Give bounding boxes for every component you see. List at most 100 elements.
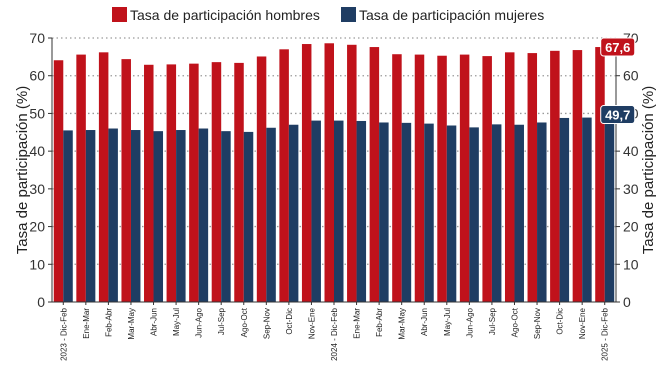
y-tick-label-left: 60 bbox=[29, 68, 45, 84]
bar-mujeres bbox=[266, 127, 276, 302]
value-badge-label: 49,7 bbox=[605, 108, 630, 123]
bar-hombres bbox=[234, 62, 244, 302]
bar-hombres bbox=[144, 64, 154, 302]
y-tick-label-left: 50 bbox=[29, 105, 45, 121]
bar-hombres bbox=[189, 63, 199, 302]
bar-mujeres bbox=[491, 124, 502, 302]
value-badges: 67,6 49,7 bbox=[600, 37, 636, 125]
value-badge bbox=[600, 105, 636, 125]
y-tick-label-right: 0 bbox=[623, 294, 631, 310]
y-tick-label-right: 20 bbox=[623, 219, 639, 235]
x-tick-label: Mar-May bbox=[127, 308, 136, 340]
x-tick-label: Jul-Sep bbox=[217, 307, 226, 335]
bar-hombres bbox=[437, 55, 447, 303]
bar-mujeres bbox=[356, 120, 367, 302]
bar-hombres bbox=[347, 44, 357, 302]
axes bbox=[48, 37, 620, 305]
bar-mujeres bbox=[401, 122, 412, 302]
bar-mujeres bbox=[446, 125, 457, 302]
y-tick-label-left: 40 bbox=[29, 143, 45, 159]
x-tick-label: Abr-Jun bbox=[420, 308, 429, 336]
bar-mujeres bbox=[311, 120, 321, 302]
bar-mujeres bbox=[469, 127, 479, 302]
bar-mujeres bbox=[63, 130, 73, 302]
x-tick-label: Feb-Abr bbox=[375, 308, 384, 337]
y-axis-title-right: Tasa de participación (%) bbox=[640, 86, 657, 254]
bar-mujeres bbox=[176, 130, 186, 302]
x-tick-label: May-Jul bbox=[172, 308, 181, 336]
legend: Tasa de participación hombres Tasa de pa… bbox=[112, 7, 544, 23]
bar-mujeres bbox=[537, 122, 547, 302]
y-tick-label-right: 40 bbox=[623, 143, 639, 159]
bar-hombres bbox=[76, 54, 86, 302]
bar-hombres bbox=[279, 49, 289, 302]
bar-hombres bbox=[414, 54, 425, 302]
bar-mujeres bbox=[424, 123, 434, 303]
y-axis-title-left: Tasa de participación (%) bbox=[14, 86, 31, 254]
bar-mujeres bbox=[379, 122, 389, 302]
bar-hombres bbox=[301, 44, 312, 302]
bar-hombres bbox=[392, 54, 402, 302]
bars bbox=[53, 43, 615, 303]
bar-mujeres bbox=[288, 124, 299, 302]
x-tick-label: Jun-Ago bbox=[465, 307, 474, 337]
bar-hombres bbox=[256, 56, 267, 303]
bar-hombres bbox=[550, 50, 560, 302]
legend-swatch-mujeres bbox=[341, 7, 356, 22]
x-tick-label: Mar-May bbox=[398, 308, 407, 340]
bar-mujeres bbox=[85, 130, 96, 302]
bar-mujeres bbox=[221, 131, 231, 302]
x-tick-label: Feb-Abr bbox=[104, 308, 113, 337]
y-tick-label-left: 0 bbox=[37, 294, 45, 310]
bar-mujeres bbox=[334, 120, 344, 302]
bar-hombres bbox=[98, 52, 109, 303]
value-badge bbox=[600, 37, 636, 57]
y-tick-label-right: 10 bbox=[623, 256, 639, 272]
bar-hombres bbox=[482, 56, 492, 302]
bar-hombres bbox=[53, 60, 64, 302]
bar-mujeres bbox=[130, 130, 141, 302]
bar-hombres bbox=[121, 59, 131, 303]
x-tick-label: Ene-Mar bbox=[353, 308, 362, 339]
bar-hombres bbox=[504, 52, 515, 303]
bar-hombres bbox=[166, 64, 177, 303]
x-tick-label: 2024 - Dic-Feb bbox=[330, 307, 339, 360]
y-tick-label-left: 10 bbox=[29, 256, 45, 272]
legend-label-mujeres: Tasa de participación mujeres bbox=[359, 7, 544, 23]
bar-mujeres bbox=[243, 131, 254, 302]
x-tick-label: Abr-Jun bbox=[150, 308, 159, 336]
bar-hombres bbox=[527, 53, 538, 303]
x-tick-label: Oct-Dic bbox=[285, 308, 294, 335]
value-badge-label: 67,6 bbox=[605, 40, 630, 55]
bar-hombres bbox=[211, 62, 222, 302]
x-tick-label: Sep-Nov bbox=[262, 308, 271, 339]
bar-mujeres bbox=[198, 128, 209, 302]
x-tick-label: Jul-Sep bbox=[488, 307, 497, 335]
legend-label-hombres: Tasa de participación hombres bbox=[130, 7, 320, 23]
legend-swatch-hombres bbox=[112, 7, 127, 22]
x-tick-label: Ago-Oct bbox=[510, 307, 519, 337]
x-tick-label: Oct-Dic bbox=[556, 308, 565, 335]
bar-hombres bbox=[369, 47, 380, 303]
bar-hombres bbox=[459, 54, 470, 302]
x-tick-label: May-Jul bbox=[443, 308, 452, 336]
bar-mujeres bbox=[153, 131, 164, 302]
y-tick-label-left: 70 bbox=[29, 30, 45, 46]
bar-hombres bbox=[572, 50, 583, 302]
y-tick-label-left: 30 bbox=[29, 181, 45, 197]
x-tick-label: Jun-Ago bbox=[195, 307, 204, 337]
x-tick-label: 2023 - Dic-Feb bbox=[59, 307, 68, 360]
bar-mujeres bbox=[559, 117, 570, 302]
x-tick-labels: 2023 - Dic-Feb Ene-Mar Feb-Abr Mar-May Abr-J… bbox=[59, 307, 609, 361]
y-tick-label-left: 20 bbox=[29, 219, 45, 235]
x-tick-label: Nov-Ene bbox=[578, 307, 587, 339]
bar-mujeres bbox=[604, 114, 615, 302]
bar-hombres bbox=[595, 47, 605, 303]
x-tick-label: Sep-Nov bbox=[533, 308, 542, 339]
x-tick-label: Nov-Ene bbox=[307, 307, 316, 339]
bar-mujeres bbox=[108, 128, 118, 302]
bar-hombres bbox=[324, 43, 334, 302]
y-tick-label-right: 60 bbox=[623, 68, 639, 84]
